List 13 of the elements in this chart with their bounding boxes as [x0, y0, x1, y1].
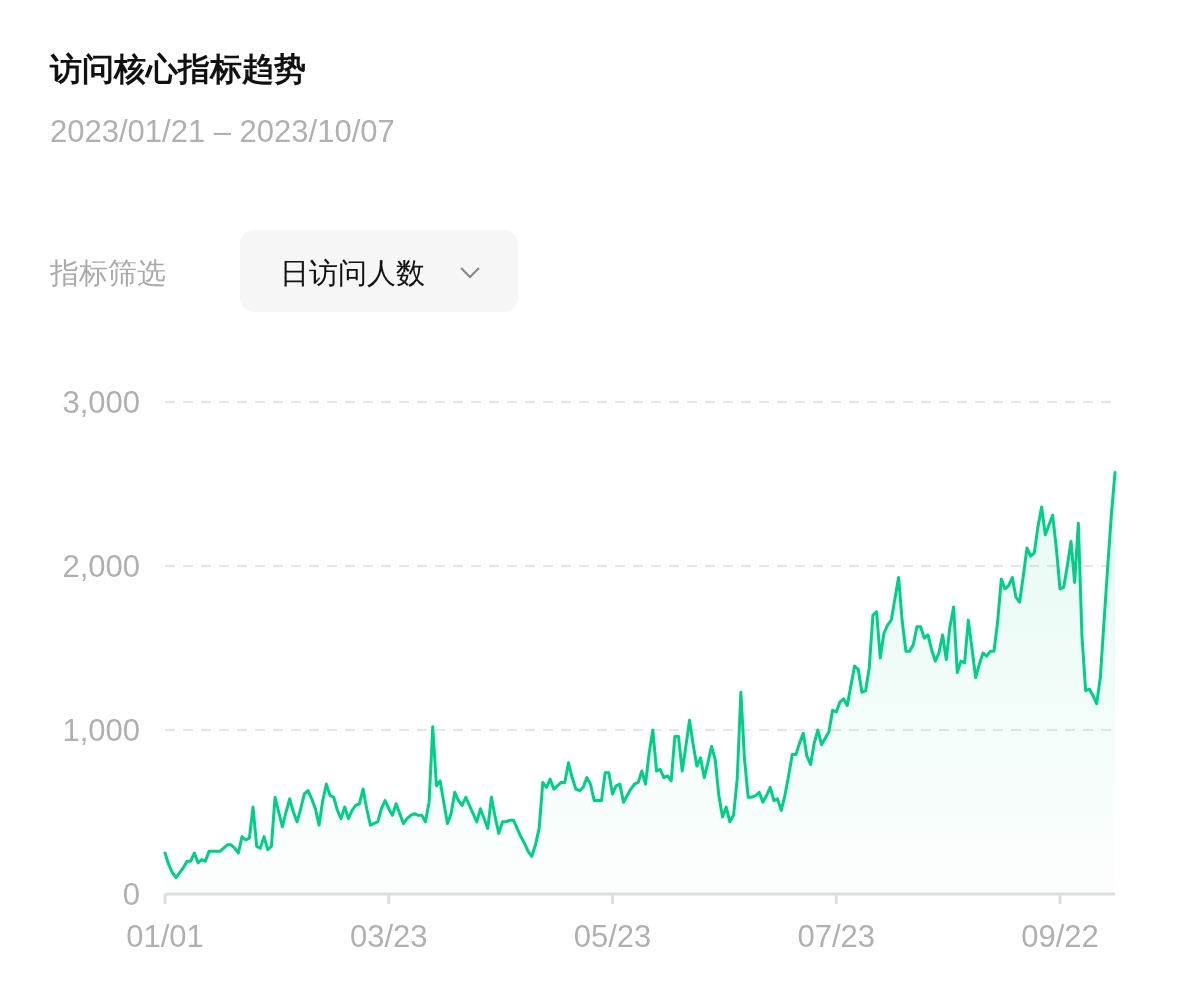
x-tick-label: 07/23 — [797, 919, 876, 954]
y-tick-label: 2,000 — [62, 549, 140, 584]
x-tick-label: 03/23 — [349, 919, 428, 954]
text: 指标筛选 — [49, 256, 166, 290]
y-tick-label: 0 — [122, 877, 140, 912]
x-tick-label: 09/22 — [1021, 919, 1099, 954]
x-tick-label: 01/01 — [126, 919, 204, 954]
chart-subtitle: 2023/01/21 – 2023/10/07 — [50, 114, 395, 149]
text: 日访问人数 — [280, 256, 425, 290]
y-tick-label: 1,000 — [62, 713, 140, 748]
x-tick-label: 05/23 — [573, 919, 652, 954]
y-tick-label: 3,000 — [62, 385, 140, 420]
chart-title: 访问核心指标趋势 — [49, 50, 306, 88]
